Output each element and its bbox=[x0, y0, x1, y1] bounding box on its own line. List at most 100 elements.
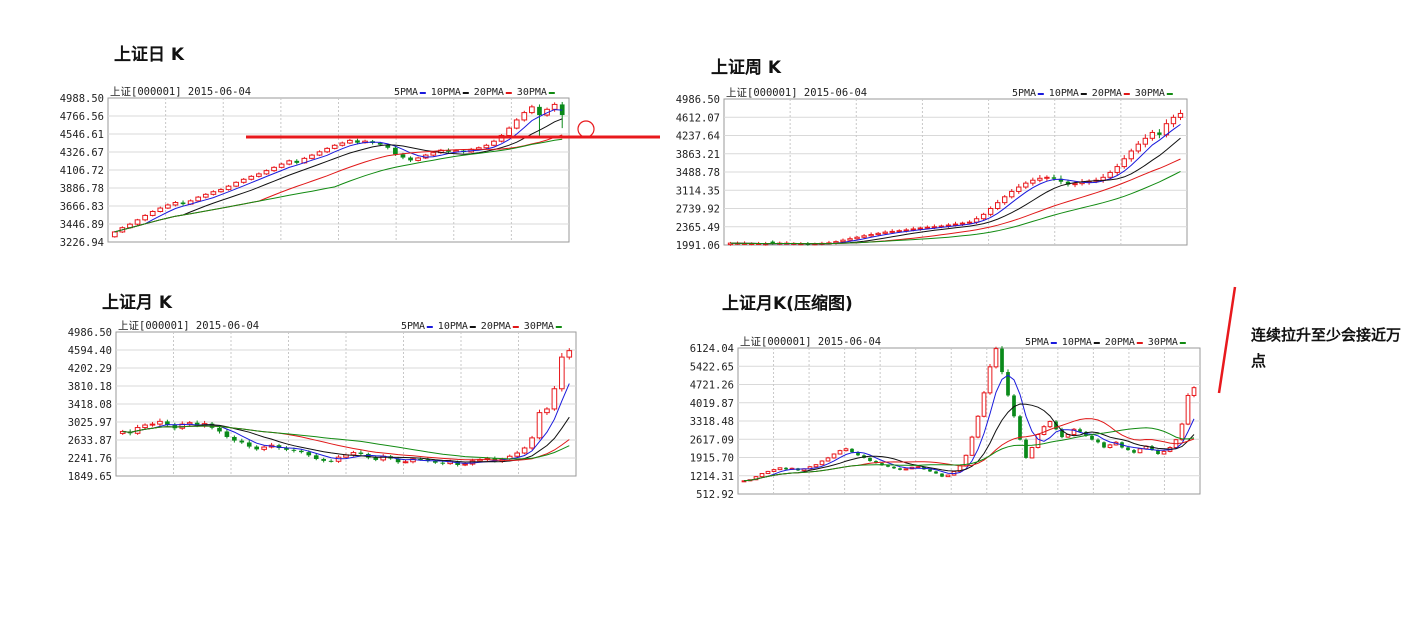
weekly-candle-body-up bbox=[1023, 182, 1029, 188]
compressed-legend-swatch bbox=[1136, 342, 1143, 344]
compressed-candle-body-down bbox=[934, 471, 938, 474]
weekly-k-chart: 4986.50 4612.07 4237.64 3863.21 3488.78 3114.… bbox=[672, 86, 1192, 252]
daily-candle-body-up bbox=[256, 173, 262, 177]
compressed-candle-body-up bbox=[1185, 394, 1191, 425]
monthly-candle-body-down bbox=[224, 431, 230, 437]
monthly-k-chart: 4986.50 4594.40 4202.29 3810.18 3418.08 3025.… bbox=[60, 318, 580, 484]
compressed-candle-body-up bbox=[1035, 433, 1041, 449]
compressed-candle-body-down bbox=[1156, 450, 1160, 455]
weekly-candle-body-up bbox=[1009, 190, 1015, 198]
monthly-candle-body-down bbox=[217, 427, 222, 432]
weekly-candle-body-up bbox=[889, 230, 895, 233]
weekly-candle-body-up bbox=[882, 231, 888, 234]
compressed-candle-body-down bbox=[1024, 439, 1028, 458]
daily-candle-body-up bbox=[165, 204, 171, 209]
daily-candle-body-up bbox=[218, 189, 224, 193]
monthly-compressed-svg: 6124.04 5422.65 4721.26 4019.87 3318.48 2617.… bbox=[690, 336, 1201, 501]
compressed-candle-body-up bbox=[771, 469, 777, 472]
daily-candle-body-up bbox=[347, 139, 353, 144]
monthly-legend-entry: 20PMA bbox=[481, 321, 511, 332]
compressed-candle-body-down bbox=[1012, 395, 1016, 417]
daily-y-tick-label: 3446.89 bbox=[60, 219, 104, 231]
weekly-candle-body-up bbox=[910, 228, 916, 231]
monthly-candle-body-down bbox=[433, 460, 438, 463]
weekly-candle-body-up bbox=[1030, 179, 1036, 184]
compressed-candle-body-up bbox=[1041, 426, 1047, 435]
daily-candle-body-up bbox=[111, 231, 118, 238]
daily-legend-swatch bbox=[548, 92, 555, 94]
compressed-candle-body-down bbox=[850, 448, 854, 453]
weekly-candle-body-up bbox=[868, 234, 874, 237]
compressed-candle-body-down bbox=[1018, 416, 1022, 440]
weekly-candle-body-up bbox=[1100, 176, 1106, 181]
weekly-candle-body-up bbox=[1121, 158, 1127, 168]
weekly-legend-swatch bbox=[1166, 93, 1173, 95]
compressed-candle-body-up bbox=[813, 464, 819, 468]
monthly-candle-body-down bbox=[254, 446, 259, 450]
compressed-candle-body-down bbox=[1006, 372, 1010, 396]
monthly-candle-body-down bbox=[328, 460, 334, 462]
daily-candle-body-down bbox=[393, 147, 398, 155]
monthly-candle-body-down bbox=[284, 447, 289, 450]
weekly-candle-body-up bbox=[875, 232, 881, 236]
daily-y-tick-label: 3666.83 bbox=[60, 201, 104, 213]
compressed-candle-body-up bbox=[993, 348, 999, 368]
daily-candle-body-up bbox=[271, 166, 277, 172]
monthly-candle-body-up bbox=[559, 356, 565, 390]
monthly-candle-body-up bbox=[350, 452, 357, 456]
monthly-ma5-line bbox=[122, 383, 570, 464]
daily-y-tick-label: 3226.94 bbox=[60, 237, 104, 249]
compressed-chart-header: 上证[000001] 2015-06-04 bbox=[740, 336, 881, 348]
daily-y-tick-label: 4766.56 bbox=[60, 111, 104, 123]
compressed-y-tick-label: 2617.09 bbox=[690, 434, 734, 446]
monthly-legend-entry: 5PMA bbox=[401, 321, 425, 332]
compressed-y-tick-label: 3318.48 bbox=[690, 416, 734, 428]
monthly-candle-body-down bbox=[165, 421, 170, 426]
weekly-candle-body-up bbox=[896, 230, 902, 233]
monthly-k-svg: 4986.50 4594.40 4202.29 3810.18 3418.08 3025.… bbox=[68, 320, 577, 483]
compressed-y-tick-label: 1214.31 bbox=[690, 471, 734, 483]
daily-candle-body-up bbox=[157, 207, 164, 213]
compressed-ma30-line bbox=[743, 427, 1195, 482]
compressed-candle-body-up bbox=[969, 436, 975, 456]
weekly-candle-body-up bbox=[1177, 112, 1184, 118]
weekly-candle-body-up bbox=[966, 221, 973, 224]
monthly-candle-body-up bbox=[536, 412, 543, 439]
weekly-legend-swatch bbox=[1123, 93, 1130, 95]
compressed-ma10-line bbox=[743, 403, 1195, 482]
compressed-candle-body-down bbox=[1090, 435, 1094, 440]
daily-candle-body-up bbox=[195, 196, 202, 202]
weekly-candle-body-up bbox=[1170, 116, 1177, 125]
daily-legend-entry: 10PMA bbox=[431, 87, 461, 98]
daily-candle-body-up bbox=[172, 202, 179, 206]
weekly-candle-body-down bbox=[770, 241, 775, 244]
weekly-candle-body-up bbox=[924, 226, 931, 229]
compressed-candle-body-down bbox=[1126, 447, 1130, 451]
compressed-candle-body-down bbox=[898, 468, 902, 470]
weekly-candle-body-up bbox=[903, 229, 909, 232]
daily-y-tick-label: 4988.50 bbox=[60, 93, 104, 105]
compressed-candle-body-down bbox=[874, 461, 878, 464]
note-line-1: 连续拉升至少会接近万 bbox=[1251, 326, 1402, 344]
monthly-ma30-line bbox=[122, 425, 570, 460]
daily-k-chart: 4988.50 4766.56 4546.61 4326.67 4106.72 3886.… bbox=[58, 85, 578, 255]
daily-y-tick-label: 4106.72 bbox=[60, 165, 104, 177]
weekly-candle-body-up bbox=[995, 202, 1001, 209]
compressed-y-tick-label: 6124.04 bbox=[690, 343, 734, 355]
weekly-candle-body-up bbox=[854, 236, 860, 240]
compressed-candle-body-up bbox=[903, 468, 909, 471]
monthly-candle-body-down bbox=[306, 452, 312, 456]
monthly-candle-body-up bbox=[335, 456, 342, 462]
weekly-candle-body-up bbox=[1135, 143, 1141, 152]
daily-candle-body-down bbox=[180, 202, 186, 205]
compressed-candle-body-down bbox=[868, 457, 872, 462]
monthly-candle-body-up bbox=[544, 408, 550, 414]
monthly-candle-body-down bbox=[291, 449, 297, 451]
monthly-candle-body-up bbox=[261, 446, 267, 450]
monthly-candle-body-up bbox=[514, 452, 520, 457]
weekly-candle-body-up bbox=[987, 207, 994, 215]
weekly-candle-body-up bbox=[945, 224, 952, 227]
compressed-candle-body-up bbox=[759, 473, 765, 478]
daily-candle-body-down bbox=[294, 160, 300, 163]
compressed-candle-body-down bbox=[880, 463, 884, 466]
